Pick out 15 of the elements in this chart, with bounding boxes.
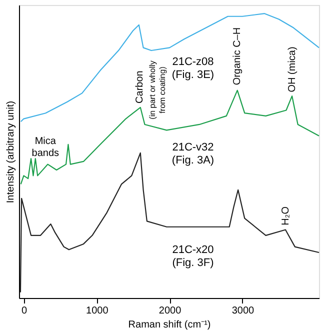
series-label: 21C-v32 (Fig. 3A): [172, 142, 214, 167]
series-label: 21C-x20 (Fig. 3F): [172, 244, 214, 269]
annotation: (in part or wholly from coating): [148, 60, 167, 120]
series-label: 21C-z08 (Fig. 3E): [172, 56, 214, 82]
annotation: OH (mica): [287, 46, 298, 92]
x-tick-label: 2000: [158, 306, 182, 316]
annotation: Carbon: [134, 70, 146, 104]
annotation: H₂O: [280, 206, 292, 226]
y-axis-title: Intensity (arbitrary unit): [6, 100, 16, 204]
x-tick-label: 1000: [86, 306, 109, 316]
x-axis-title: Raman shift (cm⁻¹): [128, 320, 211, 330]
x-tick-label: 3000: [232, 306, 255, 316]
annotation: Mica bands: [32, 136, 60, 160]
annotation: Organic C–H: [232, 27, 244, 86]
x-tick-label: 0: [21, 306, 28, 316]
